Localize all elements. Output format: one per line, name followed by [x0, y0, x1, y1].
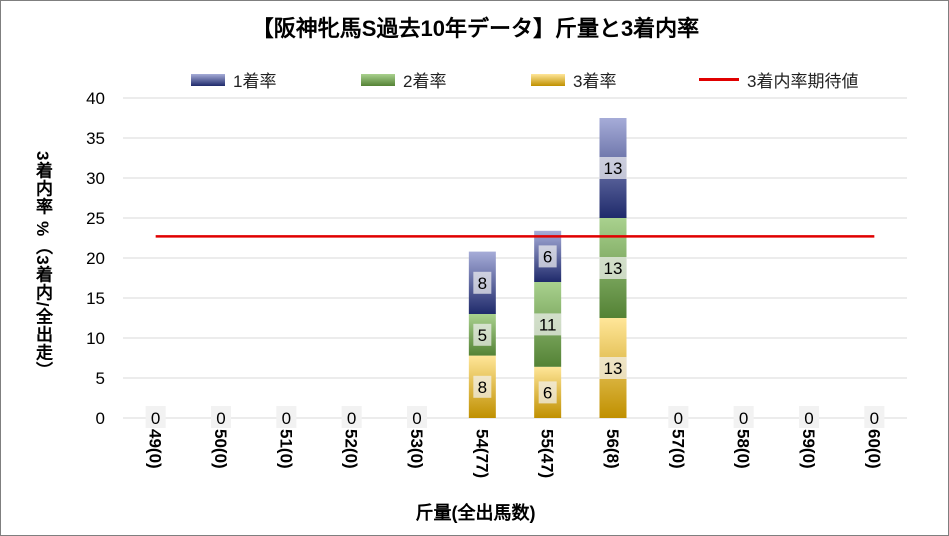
x-tick-8: 57(0) [668, 429, 687, 469]
legend-swatch-1 [191, 73, 225, 86]
zero-label-bg-2 [276, 406, 297, 428]
legend-label-3: 3着率 [573, 72, 617, 91]
x-axis-label: 斤量(全出馬数) [415, 503, 536, 523]
y-tick-20: 20 [86, 249, 105, 268]
data-label-0-7: 13 [604, 359, 623, 378]
zero-label-bg-9 [733, 406, 754, 428]
data-label-bg-0-6 [538, 381, 557, 404]
y-tick-0: 0 [96, 409, 105, 428]
data-label-bg-1-5 [473, 323, 492, 346]
data-label-bg-0-7 [599, 357, 627, 379]
zero-label-bg-11 [864, 406, 885, 428]
zero-label-4: 0 [412, 409, 421, 428]
data-label-0-5: 8 [478, 378, 487, 397]
zero-label-2: 0 [282, 409, 291, 428]
data-label-2-7: 13 [604, 159, 623, 178]
y-tick-labels: 0 5 10 15 20 25 30 35 40 [86, 89, 105, 428]
legend-line-expected [699, 78, 739, 81]
x-tick-3: 52(0) [342, 429, 361, 469]
data-labels: 0 0 0 0 0 8 5 8 6 11 6 13 13 13 0 0 0 0 [145, 157, 885, 428]
legend-item-2: 2着率 [361, 67, 446, 92]
x-tick-9: 58(0) [734, 429, 753, 469]
legend-label-1: 1着率 [233, 72, 277, 91]
x-tick-6: 55(47) [538, 429, 557, 478]
data-label-bg-0-5 [473, 375, 492, 398]
legend-item-expected: 3着内率期待値 [699, 67, 858, 92]
data-label-bg-2-7 [599, 157, 627, 179]
chart-title: 【阪神牝馬S過去10年データ】斤量と3着内率 [251, 16, 700, 41]
zero-label-10: 0 [804, 409, 813, 428]
legend-item-1: 1着率 [191, 67, 276, 92]
data-label-bg-2-5 [473, 271, 492, 294]
y-tick-15: 15 [86, 289, 105, 308]
legend-item-3: 3着率 [531, 67, 616, 92]
zero-label-8: 0 [674, 409, 683, 428]
zero-label-9: 0 [739, 409, 748, 428]
data-label-1-6: 11 [539, 315, 557, 334]
data-label-bg-2-6 [538, 245, 557, 268]
zero-label-bg-4 [407, 406, 427, 428]
gridlines [123, 97, 907, 419]
x-tick-11: 60(0) [864, 429, 883, 469]
data-label-0-6: 6 [543, 383, 552, 402]
zero-label-bg-10 [799, 406, 819, 428]
zero-label-bg-3 [341, 406, 362, 428]
x-tick-10: 59(0) [799, 429, 818, 469]
data-label-bg-1-7 [599, 257, 627, 279]
legend: 1着率 2着率 3着率 3着内率期待値 [191, 67, 911, 93]
x-tick-2: 51(0) [276, 429, 295, 469]
y-tick-10: 10 [86, 329, 105, 348]
x-tick-1: 50(0) [211, 429, 230, 469]
x-tick-0: 49(0) [146, 429, 165, 469]
zero-label-0: 0 [151, 409, 160, 428]
zero-label-1: 0 [216, 409, 225, 428]
y-tick-25: 25 [86, 209, 105, 228]
data-label-2-5: 8 [478, 274, 487, 293]
y-tick-30: 30 [86, 169, 105, 188]
zero-label-bg-1 [211, 406, 231, 428]
zero-label-bg-8 [668, 406, 689, 428]
legend-swatch-2 [361, 73, 395, 86]
y-tick-5: 5 [96, 369, 105, 388]
legend-label-expected: 3着内率期待値 [747, 72, 859, 91]
y-tick-40: 40 [86, 89, 105, 108]
x-tick-4: 53(0) [407, 429, 426, 469]
zero-label-bg-0 [145, 406, 166, 428]
zero-label-3: 0 [347, 409, 356, 428]
legend-label-2: 2着率 [403, 72, 447, 91]
data-label-2-6: 6 [543, 247, 552, 266]
x-tick-5: 54(77) [472, 429, 491, 478]
x-category-labels: 49(0) 50(0) 51(0) 52(0) 53(0) 54(77) 55(47) 56(… [146, 429, 884, 478]
x-tick-7: 56(8) [603, 429, 622, 469]
y-tick-35: 35 [86, 129, 105, 148]
data-label-bg-1-6 [533, 313, 562, 336]
legend-swatch-3 [531, 73, 565, 86]
zero-label-11: 0 [870, 409, 879, 428]
y-axis-label: 3着内率 %（3着内/全出走） [33, 151, 52, 380]
data-label-1-7: 13 [604, 259, 623, 278]
data-label-1-5: 5 [478, 326, 487, 345]
